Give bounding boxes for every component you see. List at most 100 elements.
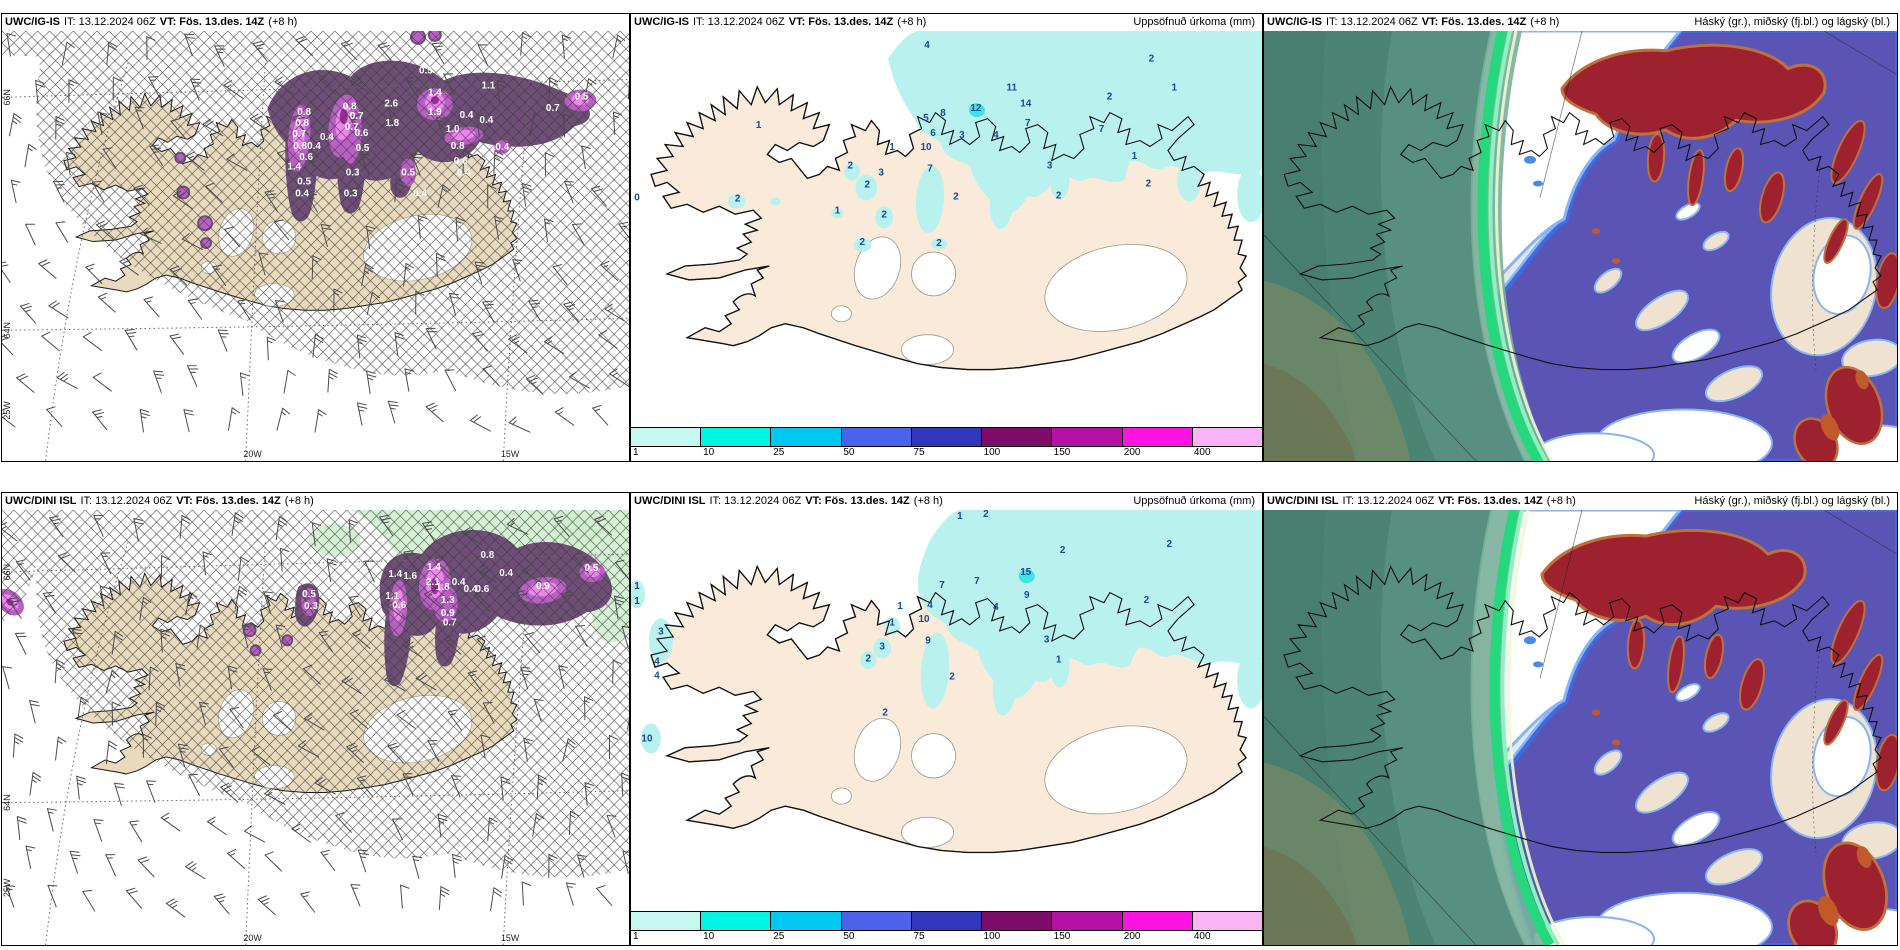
- panel-bottom-right-clouds: UWC/DINI ISL IT: 13.12.2024 06Z VT: Fös. 1…: [1263, 492, 1898, 946]
- svg-text:15W: 15W: [501, 449, 520, 459]
- colorbar-cell: [982, 428, 1053, 446]
- colorbar-cell: [841, 912, 912, 930]
- colorbar-tick: 150: [1053, 931, 1071, 942]
- svg-text:3: 3: [879, 641, 885, 652]
- svg-text:9: 9: [1024, 590, 1030, 601]
- svg-text:20W: 20W: [243, 449, 262, 459]
- svg-text:2: 2: [881, 209, 887, 220]
- svg-text:0.8: 0.8: [295, 118, 309, 129]
- svg-text:1.4: 1.4: [427, 562, 441, 573]
- lead-time: (+8 h): [268, 16, 298, 28]
- cloud-boundary-green-band: [1477, 31, 1554, 461]
- wind-precip-map: 0.5 1.4 1.1 0.5 0.7 2.6 1.9 1.8 0.4 0.4 1.0 0.8 0.6 0…: [2, 31, 629, 461]
- hatched-area: [2, 510, 629, 878]
- svg-text:0: 0: [634, 192, 640, 203]
- colorbar-tick: 1: [633, 447, 639, 458]
- svg-text:1.3: 1.3: [441, 595, 455, 606]
- colorbar-tick: 100: [983, 931, 1001, 942]
- svg-text:2: 2: [882, 707, 888, 718]
- svg-text:2: 2: [864, 180, 870, 191]
- svg-text:1: 1: [634, 596, 640, 607]
- graticule-lines: [1264, 510, 1897, 945]
- svg-text:0.6: 0.6: [392, 600, 406, 611]
- colorbar-cell: [1052, 912, 1123, 930]
- model-name: UWC/IG-IS: [1267, 16, 1322, 28]
- svg-text:0.3: 0.3: [344, 188, 358, 199]
- svg-text:64N: 64N: [2, 794, 12, 811]
- colorbar-cell: [1122, 428, 1193, 446]
- coastline: [1283, 564, 1882, 854]
- colorbar-cell: [701, 912, 772, 930]
- svg-text:0.9: 0.9: [536, 581, 550, 592]
- svg-text:2: 2: [735, 193, 741, 204]
- colorbar-tick: 75: [913, 931, 925, 942]
- lead-time: (+8 h): [284, 495, 314, 507]
- svg-text:0.4: 0.4: [320, 132, 334, 143]
- svg-text:0.6: 0.6: [299, 152, 313, 163]
- svg-text:2: 2: [865, 653, 871, 664]
- panel-top-right-clouds: UWC/IG-IS IT: 13.12.2024 06Z VT: Fös. 13.d…: [1263, 13, 1898, 462]
- svg-text:1.0: 1.0: [446, 124, 460, 135]
- svg-text:0.7: 0.7: [292, 129, 306, 140]
- panel-header: UWC/IG-IS IT: 13.12.2024 06Z VT: Fös. 13.d…: [1264, 14, 1897, 31]
- clear-sky-gaps: [1533, 202, 1897, 461]
- svg-text:25W: 25W: [2, 878, 12, 897]
- colorbar-cell: [1122, 912, 1193, 930]
- svg-text:1.1: 1.1: [385, 591, 399, 602]
- svg-text:15: 15: [1020, 567, 1032, 578]
- colorbar-cell: [771, 428, 842, 446]
- svg-text:1: 1: [1056, 654, 1062, 665]
- svg-text:0.5: 0.5: [297, 177, 311, 188]
- colorbar-tick: 200: [1123, 447, 1141, 458]
- wind-barbs: [2, 512, 629, 918]
- svg-text:2.6: 2.6: [384, 98, 398, 109]
- svg-text:0.4: 0.4: [479, 115, 493, 126]
- svg-text:0.4: 0.4: [295, 188, 309, 199]
- model-name: UWC/DINI ISL: [1267, 495, 1339, 507]
- svg-text:5: 5: [923, 113, 929, 124]
- svg-text:3: 3: [878, 168, 884, 179]
- wind-precip-map: 0.5 0.4 0.8 1.4 1.6 1.4 2.1 0.4 1.8 0.4 0.6 0.9 1.1 1…: [2, 510, 629, 945]
- svg-text:2: 2: [1056, 190, 1062, 201]
- svg-text:0.4: 0.4: [495, 142, 509, 153]
- precip-accum-areas: [727, 31, 1262, 252]
- colorbar-tick: 25: [773, 931, 785, 942]
- svg-text:14: 14: [1020, 98, 1032, 109]
- svg-text:1.4: 1.4: [428, 87, 442, 98]
- svg-text:0.4: 0.4: [452, 577, 466, 588]
- svg-text:2: 2: [1060, 545, 1066, 556]
- svg-text:0.4: 0.4: [307, 141, 321, 152]
- svg-text:2: 2: [1167, 539, 1173, 550]
- svg-text:0.8: 0.8: [451, 141, 465, 152]
- svg-text:1.9: 1.9: [428, 107, 442, 118]
- colorbar-tick: 10: [703, 931, 715, 942]
- svg-text:1: 1: [889, 142, 895, 153]
- panel-header: UWC/IG-IS IT: 13.12.2024 06Z VT: Fös. 13.d…: [2, 14, 629, 31]
- colorbar-tick: 150: [1053, 447, 1071, 458]
- svg-text:1: 1: [889, 617, 895, 628]
- hatched-area: [2, 31, 629, 394]
- svg-text:0.5: 0.5: [302, 589, 316, 600]
- graticule-dotted: [2, 539, 629, 945]
- colorbar-tick: 10: [703, 447, 715, 458]
- precip-value-labels: 0.50.40.81.41.61.42.1 0.41.8 0.40.6 0.91.1 1…: [302, 550, 599, 628]
- svg-text:7: 7: [974, 576, 980, 587]
- graticule-dotted: [2, 60, 629, 461]
- svg-text:4: 4: [927, 600, 933, 611]
- svg-text:10: 10: [641, 734, 653, 745]
- valid-time: VT: Fös. 13.des. 14Z: [1421, 16, 1527, 28]
- precip-colorbar: 1 10 25 50 75 100 150 200 400: [631, 427, 1262, 461]
- svg-text:2: 2: [1107, 91, 1113, 102]
- svg-text:3: 3: [1044, 634, 1050, 645]
- colorbar-cell: [771, 912, 842, 930]
- svg-text:1: 1: [1172, 82, 1178, 93]
- colorbar-cell: [1192, 912, 1262, 930]
- svg-text:0.8: 0.8: [297, 107, 311, 118]
- svg-text:12: 12: [970, 103, 982, 114]
- lead-time: (+8 h): [897, 16, 927, 28]
- svg-text:0.5: 0.5: [584, 563, 598, 574]
- colorbar-cell: [982, 912, 1053, 930]
- svg-text:2: 2: [949, 671, 955, 682]
- svg-text:15W: 15W: [501, 933, 520, 943]
